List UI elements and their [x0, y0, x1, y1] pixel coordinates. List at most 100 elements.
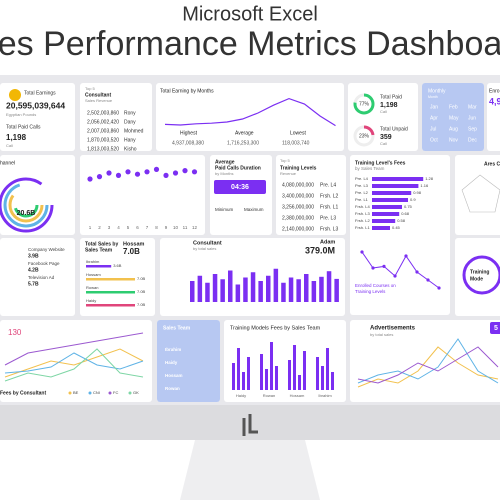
- bar: [311, 281, 317, 302]
- bar: [298, 375, 301, 390]
- bar: [326, 271, 332, 302]
- label: 0.9: [410, 197, 416, 202]
- models-ring: [462, 255, 500, 295]
- panel: [350, 320, 500, 402]
- dot: [191, 169, 198, 175]
- bar: [372, 205, 402, 209]
- label: Total Earning by Months: [160, 88, 214, 94]
- label: Enrolled Courses on: [355, 283, 396, 288]
- label: Ibrahim: [165, 347, 181, 352]
- label: Total Sales by: [85, 241, 118, 247]
- label: Call: [380, 141, 387, 146]
- label: 2,140,000,000: [282, 226, 314, 232]
- label: Total Paid: [380, 94, 402, 100]
- label: 7.0B: [137, 276, 146, 281]
- bar: [237, 348, 240, 390]
- label: Total Earnings: [24, 90, 56, 96]
- label: Sales Team: [163, 325, 191, 331]
- bar: [331, 372, 334, 390]
- panel: [156, 83, 344, 151]
- label: Kisho: [124, 146, 137, 152]
- label: by total sales: [370, 332, 393, 337]
- label: 4,080,000,000: [282, 182, 314, 188]
- label: 77%: [359, 101, 370, 107]
- label: Top 5: [280, 158, 291, 163]
- label: 4.2B: [28, 267, 39, 273]
- bar: [228, 270, 233, 302]
- label: 3.6B: [113, 263, 122, 268]
- label: Call: [6, 143, 13, 148]
- dot: [172, 170, 179, 176]
- dot: [125, 169, 131, 175]
- bar: [303, 351, 306, 390]
- bar: [270, 342, 273, 390]
- label: BE: [73, 390, 79, 395]
- ad-line: [357, 346, 499, 388]
- label: Rowan: [263, 393, 275, 398]
- dot: [87, 176, 93, 182]
- label: GK: [133, 390, 139, 395]
- label: 10: [173, 225, 179, 230]
- label: 130: [8, 328, 22, 337]
- label: Training Models Fees by Sales Team: [230, 325, 321, 331]
- label: Month: [428, 95, 438, 99]
- label: 2: [98, 225, 101, 230]
- panel: [80, 155, 205, 235]
- legend-dot: [108, 391, 112, 395]
- label: Haidy: [165, 360, 178, 365]
- donut-arc: [353, 93, 375, 115]
- dot: [153, 166, 160, 172]
- panel: [0, 320, 152, 402]
- bar: [288, 360, 291, 390]
- label: by Sales Team: [355, 166, 385, 171]
- label: Dec: [468, 137, 477, 143]
- label: Pre. L2: [355, 190, 369, 195]
- label: Frsh. L2: [355, 218, 370, 223]
- label: Average: [215, 159, 235, 165]
- bar: [293, 345, 296, 390]
- label: 5: [494, 325, 498, 332]
- label: Mohmed: [124, 128, 144, 134]
- label: Frsh. L1: [355, 225, 370, 230]
- label: 4: [117, 225, 120, 230]
- label: 0.68: [401, 211, 410, 216]
- label: Highest: [180, 130, 198, 136]
- label: Oct: [430, 137, 438, 143]
- bar: [258, 281, 263, 302]
- bar: [86, 278, 135, 281]
- bar: [250, 272, 256, 302]
- bar: [190, 281, 195, 302]
- label: 7: [146, 225, 149, 230]
- radar: [461, 174, 500, 213]
- label: 1,198: [380, 102, 398, 109]
- ring: [0, 177, 54, 233]
- label: Call: [380, 109, 387, 114]
- bar: [288, 277, 294, 302]
- label: 118,003,740: [282, 140, 310, 146]
- label: 379.0M: [305, 245, 335, 255]
- ad-line: [357, 346, 499, 384]
- bar: [265, 369, 268, 390]
- bar: [316, 357, 319, 390]
- fee-line: [4, 348, 144, 378]
- label: Hossam: [123, 241, 145, 247]
- panel: [455, 155, 500, 235]
- label: Pre. L1: [355, 197, 369, 202]
- label: 0.98: [413, 190, 422, 195]
- label: Pre. L3: [355, 183, 369, 188]
- dot: [134, 171, 141, 177]
- label: 0.58: [397, 218, 406, 223]
- label: Training: [470, 269, 489, 275]
- label: Total Paid Calls: [6, 124, 41, 130]
- label: 1,813,003,520: [87, 146, 119, 152]
- bar: [197, 275, 203, 302]
- bar: [281, 282, 286, 302]
- badge: [490, 322, 500, 334]
- dot: [115, 172, 122, 178]
- slicer-bg: [157, 320, 220, 402]
- bar: [86, 265, 112, 268]
- label: 04:36: [231, 184, 249, 191]
- label: Pre. L4: [320, 182, 336, 188]
- bar: [205, 282, 210, 302]
- dot: [96, 174, 103, 180]
